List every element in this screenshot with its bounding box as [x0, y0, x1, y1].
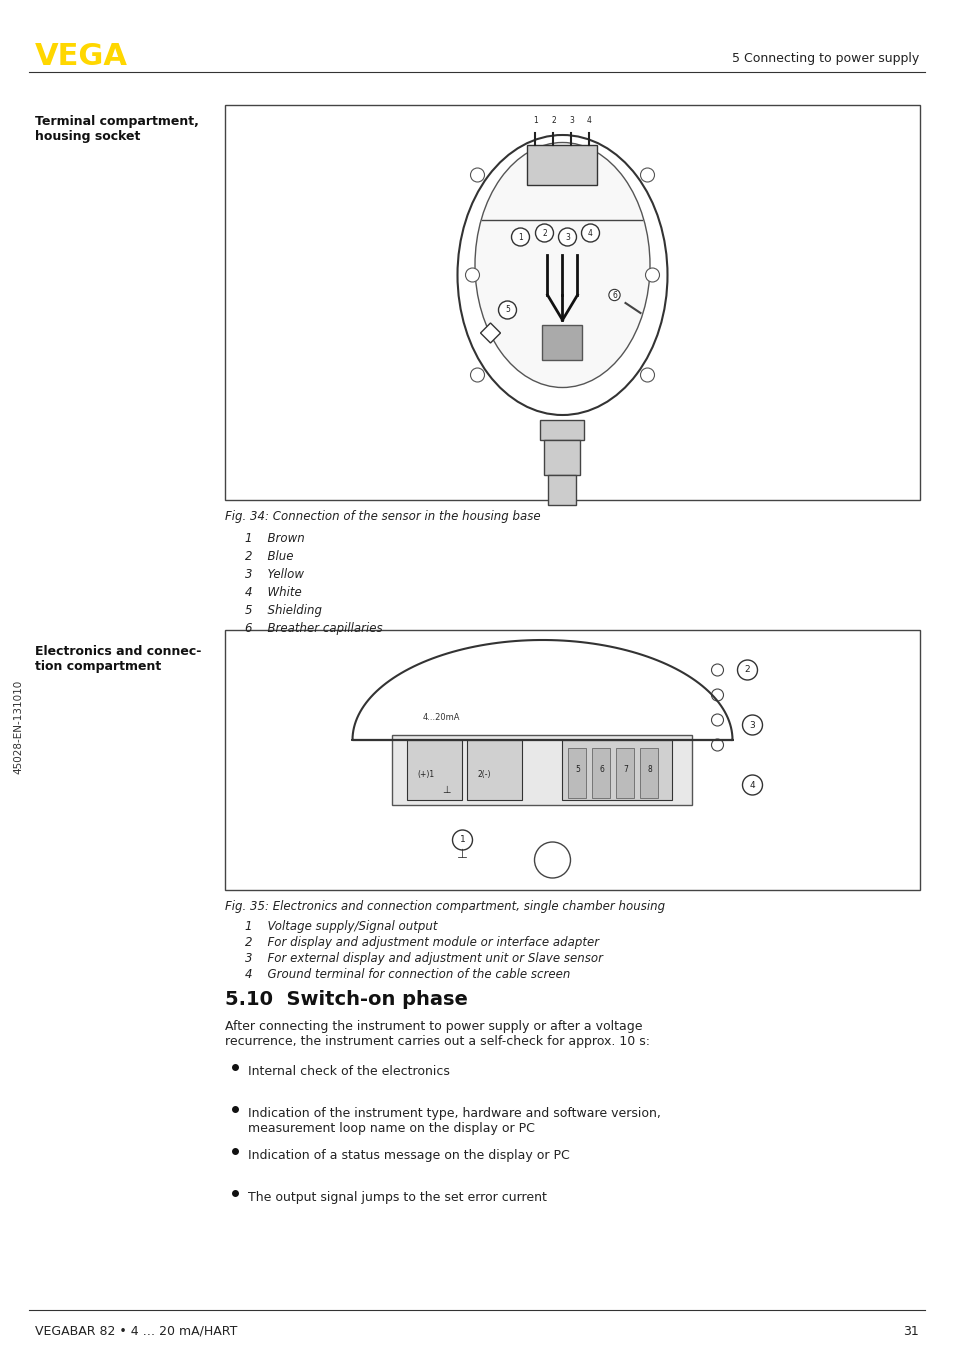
- Text: 4    White: 4 White: [245, 586, 301, 598]
- Circle shape: [581, 223, 598, 242]
- Text: Internal check of the electronics: Internal check of the electronics: [248, 1066, 450, 1078]
- Text: ⊥: ⊥: [456, 848, 468, 861]
- Text: measurement loop name on the display or PC: measurement loop name on the display or …: [248, 1122, 535, 1135]
- Circle shape: [639, 368, 654, 382]
- Circle shape: [498, 301, 516, 320]
- Text: Fig. 35: Electronics and connection compartment, single chamber housing: Fig. 35: Electronics and connection comp…: [225, 900, 664, 913]
- Text: 5: 5: [575, 765, 579, 774]
- Bar: [562, 741, 672, 800]
- Text: Indication of a status message on the display or PC: Indication of a status message on the di…: [248, 1150, 569, 1162]
- Text: 4: 4: [749, 780, 755, 789]
- Bar: [542, 325, 582, 360]
- Circle shape: [737, 659, 757, 680]
- Text: Electronics and connec-
tion compartment: Electronics and connec- tion compartment: [35, 645, 201, 673]
- Text: VEGABAR 82 • 4 … 20 mA/HART: VEGABAR 82 • 4 … 20 mA/HART: [35, 1326, 237, 1338]
- Text: 3: 3: [569, 116, 574, 125]
- Text: ⊥: ⊥: [442, 785, 451, 795]
- Text: 3    For external display and adjustment unit or Slave sensor: 3 For external display and adjustment un…: [245, 952, 602, 965]
- Text: 6: 6: [598, 765, 603, 774]
- Circle shape: [470, 368, 484, 382]
- Polygon shape: [480, 324, 500, 343]
- Text: 4: 4: [586, 116, 591, 125]
- Text: VEGA: VEGA: [35, 42, 128, 70]
- Text: 4: 4: [587, 229, 593, 237]
- Text: 3: 3: [749, 720, 755, 730]
- Text: 3    Yellow: 3 Yellow: [245, 567, 304, 581]
- Circle shape: [452, 830, 472, 850]
- Text: 5 Connecting to power supply: 5 Connecting to power supply: [731, 51, 918, 65]
- Text: 1: 1: [459, 835, 465, 845]
- Circle shape: [711, 714, 722, 726]
- Circle shape: [465, 268, 479, 282]
- Text: 2: 2: [541, 229, 546, 237]
- Text: 45028-EN-131010: 45028-EN-131010: [13, 680, 23, 774]
- Text: 4    Ground terminal for connection of the cable screen: 4 Ground terminal for connection of the …: [245, 968, 570, 982]
- Text: 1: 1: [533, 116, 537, 125]
- Text: 1    Voltage supply/Signal output: 1 Voltage supply/Signal output: [245, 919, 437, 933]
- Text: 3: 3: [564, 233, 569, 241]
- Text: 5.10  Switch-on phase: 5.10 Switch-on phase: [225, 990, 467, 1009]
- Circle shape: [645, 268, 659, 282]
- Text: (+)1: (+)1: [417, 770, 435, 780]
- Text: 7: 7: [622, 765, 627, 774]
- Text: 2: 2: [744, 666, 749, 674]
- Ellipse shape: [457, 135, 667, 414]
- Circle shape: [741, 715, 761, 735]
- Bar: [548, 475, 576, 505]
- Circle shape: [741, 774, 761, 795]
- Circle shape: [711, 663, 722, 676]
- Circle shape: [535, 223, 553, 242]
- Text: The output signal jumps to the set error current: The output signal jumps to the set error…: [248, 1192, 546, 1204]
- Text: 2: 2: [551, 116, 556, 125]
- Text: 2(-): 2(-): [477, 770, 491, 780]
- Bar: [225, 106, 919, 500]
- Text: 2    For display and adjustment module or interface adapter: 2 For display and adjustment module or i…: [245, 936, 598, 949]
- Circle shape: [470, 168, 484, 181]
- Bar: [544, 440, 579, 475]
- Bar: [407, 741, 462, 800]
- Text: 1: 1: [517, 233, 522, 241]
- Text: Indication of the instrument type, hardware and software version,: Indication of the instrument type, hardw…: [248, 1108, 660, 1120]
- Text: 2    Blue: 2 Blue: [245, 550, 294, 563]
- Text: 6    Breather capillaries: 6 Breather capillaries: [245, 621, 382, 635]
- Bar: [568, 747, 586, 798]
- Text: Terminal compartment,
housing socket: Terminal compartment, housing socket: [35, 115, 198, 144]
- Circle shape: [711, 739, 722, 751]
- Bar: [616, 747, 634, 798]
- Ellipse shape: [475, 142, 649, 387]
- Circle shape: [534, 842, 570, 877]
- Circle shape: [558, 227, 576, 246]
- Bar: [527, 145, 597, 185]
- Circle shape: [639, 168, 654, 181]
- Text: 8: 8: [646, 765, 651, 774]
- Bar: [392, 735, 692, 806]
- Bar: [467, 741, 522, 800]
- Text: 5    Shielding: 5 Shielding: [245, 604, 322, 617]
- Circle shape: [511, 227, 529, 246]
- Bar: [225, 630, 919, 890]
- Circle shape: [711, 689, 722, 701]
- Text: After connecting the instrument to power supply or after a voltage
recurrence, t: After connecting the instrument to power…: [225, 1020, 649, 1048]
- Text: 4...20mA: 4...20mA: [422, 714, 459, 722]
- Text: 6: 6: [612, 291, 617, 299]
- Bar: [540, 420, 584, 440]
- Bar: [639, 747, 658, 798]
- Text: Fig. 34: Connection of the sensor in the housing base: Fig. 34: Connection of the sensor in the…: [225, 510, 540, 523]
- Bar: [592, 747, 610, 798]
- Text: 1    Brown: 1 Brown: [245, 532, 304, 546]
- Text: 31: 31: [902, 1326, 918, 1338]
- Text: 5: 5: [504, 306, 510, 314]
